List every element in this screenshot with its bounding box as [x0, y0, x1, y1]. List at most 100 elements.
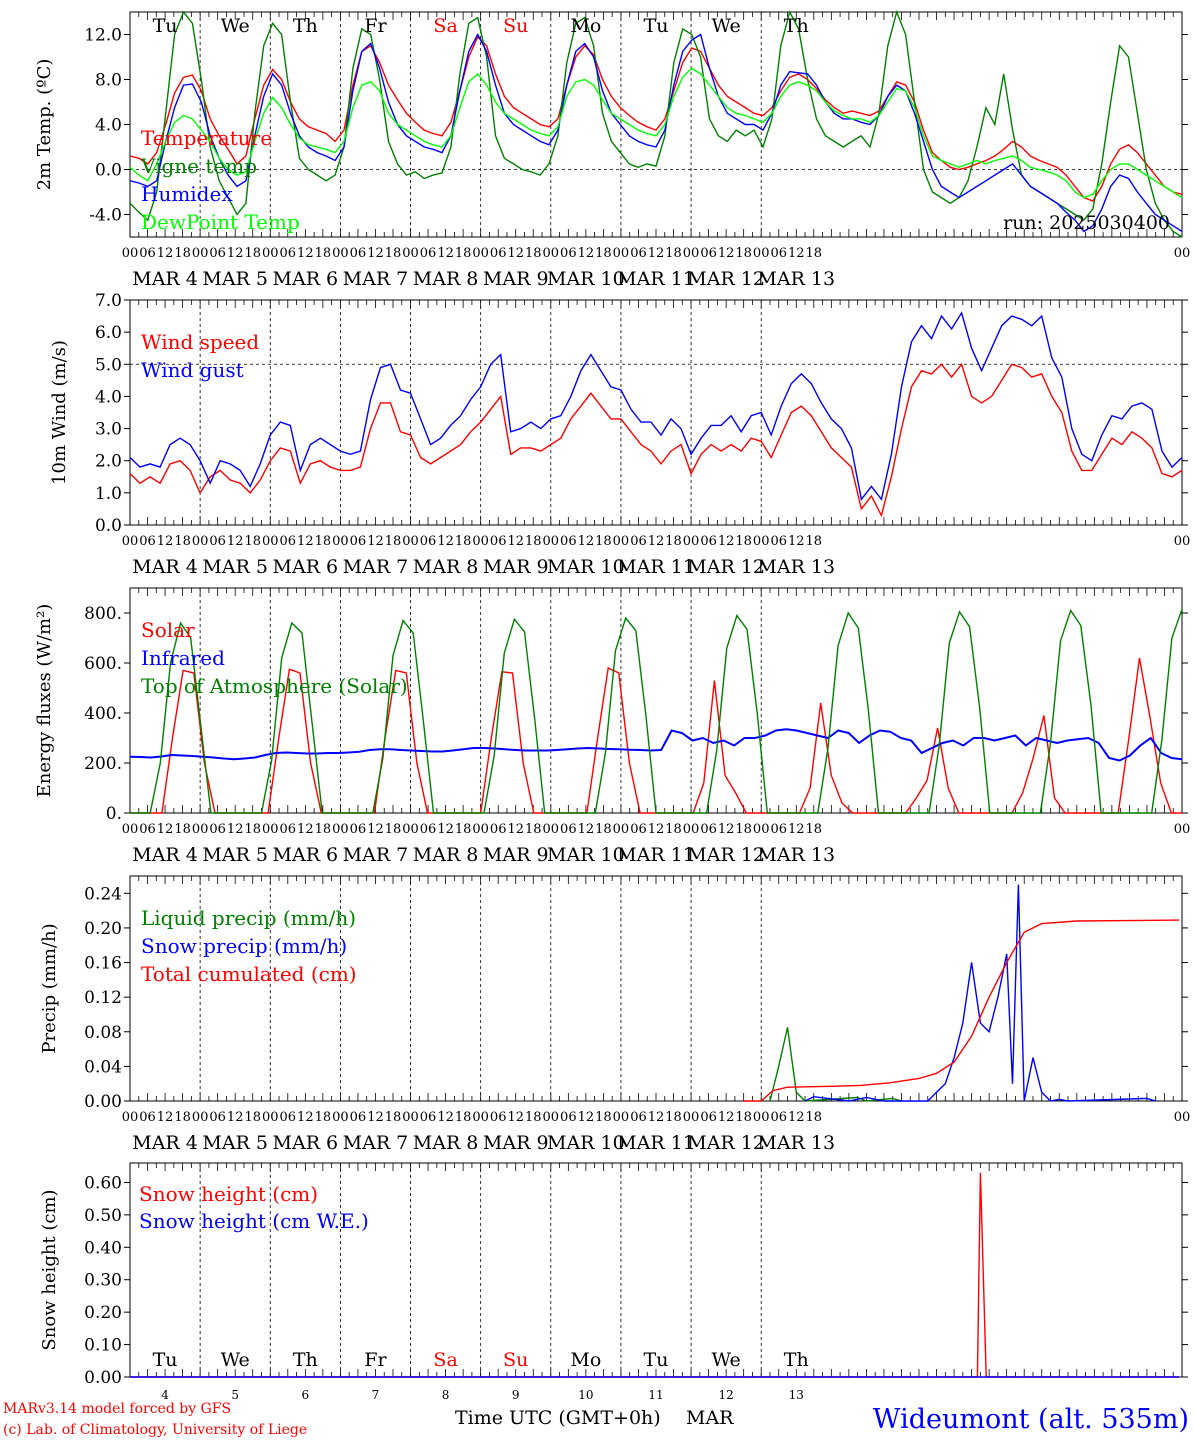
- y-tick-label: 0.08: [84, 1023, 122, 1043]
- hour-label: 00: [1174, 246, 1191, 261]
- hour-label: 18: [525, 534, 542, 549]
- date-label: MAR 11: [617, 844, 695, 866]
- hour-label: 06: [770, 534, 787, 549]
- hour-label: 12: [437, 534, 454, 549]
- hour-label: 12: [648, 534, 665, 549]
- hour-label: 00: [753, 534, 770, 549]
- hour-label: 00: [402, 822, 419, 837]
- hour-label: 00: [192, 822, 209, 837]
- station-name: Wideumont (alt. 535m): [873, 1404, 1189, 1435]
- series-line-temperature: [129, 35, 1183, 202]
- weekday-label: Tu: [153, 15, 178, 37]
- date-label: MAR 13: [757, 268, 835, 290]
- hour-label: 00: [192, 1110, 209, 1125]
- y-tick-label: 0.16: [84, 954, 122, 974]
- panel-4: 0.00 0.04 0.08 0.12 0.16 0.20 0.24 Precip (mm/h…: [39, 875, 1190, 1154]
- hour-label: 12: [507, 1110, 524, 1125]
- hour-label: 06: [630, 534, 647, 549]
- hour-label: 00: [613, 246, 630, 261]
- hour-label: 00: [332, 1110, 349, 1125]
- date-label: MAR 6: [273, 268, 339, 290]
- credit-line-1: MARv3.14 model forced by GFS: [3, 1401, 231, 1417]
- legend-entry: Vigne temp: [140, 154, 257, 178]
- day-number: 13: [789, 1388, 804, 1402]
- hour-label: 06: [420, 822, 437, 837]
- date-label: MAR 10: [547, 1132, 625, 1154]
- hour-label: 00: [192, 534, 209, 549]
- y-tick-label: 12.0: [84, 26, 122, 46]
- legend-entry: Infrared: [141, 646, 225, 670]
- weekday-label: Th: [784, 1349, 809, 1371]
- legend-entry: Snow height (cm W.E.): [139, 1209, 369, 1233]
- series-line-vigne-temp: [129, 9, 1183, 238]
- hour-label: 06: [420, 534, 437, 549]
- date-label: MAR 4: [132, 844, 198, 866]
- date-label: MAR 10: [547, 844, 625, 866]
- hour-label: 18: [455, 534, 472, 549]
- date-label: MAR 8: [413, 556, 479, 578]
- hour-label: 00: [332, 822, 349, 837]
- hour-label: 18: [385, 822, 402, 837]
- hour-label: 12: [507, 534, 524, 549]
- hour-label: 12: [227, 822, 244, 837]
- hour-label: 00: [472, 1110, 489, 1125]
- hour-label: 18: [806, 246, 823, 261]
- hour-label: 18: [244, 246, 261, 261]
- hour-label: 18: [665, 1110, 682, 1125]
- y-tick-label: 3.0: [95, 420, 122, 440]
- hour-label: 06: [350, 1110, 367, 1125]
- y-tick-label: 6.0: [95, 323, 122, 343]
- hour-label: 06: [700, 822, 717, 837]
- weekday-label: Th: [293, 1349, 318, 1371]
- hour-label: 12: [367, 246, 384, 261]
- hour-label: 00: [192, 246, 209, 261]
- hour-label: 18: [735, 822, 752, 837]
- date-label: MAR 5: [202, 1132, 268, 1154]
- date-label: MAR 11: [617, 268, 695, 290]
- y-tick-label: 0.30: [84, 1271, 122, 1291]
- hour-label: 18: [315, 822, 332, 837]
- hour-label: 12: [297, 822, 314, 837]
- hour-label: 00: [122, 246, 139, 261]
- y-tick-label: 1.0: [95, 484, 122, 504]
- hour-label: 18: [665, 246, 682, 261]
- hour-label: 12: [157, 246, 174, 261]
- y-axis-title: 2m Temp. (ºC): [34, 59, 55, 191]
- panel-3: 0. 200. 400. 600. 800. Energy fluxes (W/m²) So…: [34, 587, 1190, 866]
- hour-label: 18: [385, 1110, 402, 1125]
- hour-label: 06: [139, 1110, 156, 1125]
- y-tick-label: 0.60: [84, 1173, 122, 1193]
- hour-label: 06: [350, 822, 367, 837]
- date-label: MAR 11: [617, 1132, 695, 1154]
- weekday-label: Mo: [570, 1349, 601, 1371]
- series-line-liquid-precip-mm-h: [769, 1027, 902, 1102]
- weekday-label: We: [221, 1349, 250, 1371]
- y-tick-label: 0.00: [84, 1092, 122, 1112]
- panel-5: 0.00 0.10 0.20 0.30 0.40 0.50 0.60 Snow height …: [39, 1162, 1188, 1402]
- hour-label: 00: [402, 534, 419, 549]
- hour-label: 12: [788, 822, 805, 837]
- hour-label: 06: [139, 534, 156, 549]
- hour-label: 00: [1174, 534, 1191, 549]
- x-axis-title: Time UTC (GMT+0h): [455, 1407, 661, 1429]
- legend-entry: DewPoint Temp: [141, 210, 300, 234]
- hour-label: 12: [718, 822, 735, 837]
- date-label: MAR 10: [547, 556, 625, 578]
- hour-label: 12: [297, 1110, 314, 1125]
- hour-label: 18: [455, 246, 472, 261]
- day-number: 11: [648, 1388, 663, 1402]
- credit-line-2: (c) Lab. of Climatology, University of L…: [3, 1422, 307, 1438]
- hour-label: 00: [613, 534, 630, 549]
- hour-label: 12: [157, 822, 174, 837]
- hour-label: 18: [595, 822, 612, 837]
- legend-entry: Top of Atmosphere (Solar): [141, 674, 408, 698]
- hour-label: 00: [753, 1110, 770, 1125]
- hour-label: 00: [683, 1110, 700, 1125]
- date-label: MAR 6: [273, 556, 339, 578]
- hour-label: 06: [209, 534, 226, 549]
- panels: -4.0 0.0 4.0 8.0 12.0 2m Temp. (ºC) Temperatur…: [34, 9, 1191, 1402]
- panel-1: -4.0 0.0 4.0 8.0 12.0 2m Temp. (ºC) Temperatur…: [34, 9, 1191, 290]
- hour-label: 12: [578, 246, 595, 261]
- date-label: MAR 13: [757, 844, 835, 866]
- weekday-label: Su: [503, 15, 528, 37]
